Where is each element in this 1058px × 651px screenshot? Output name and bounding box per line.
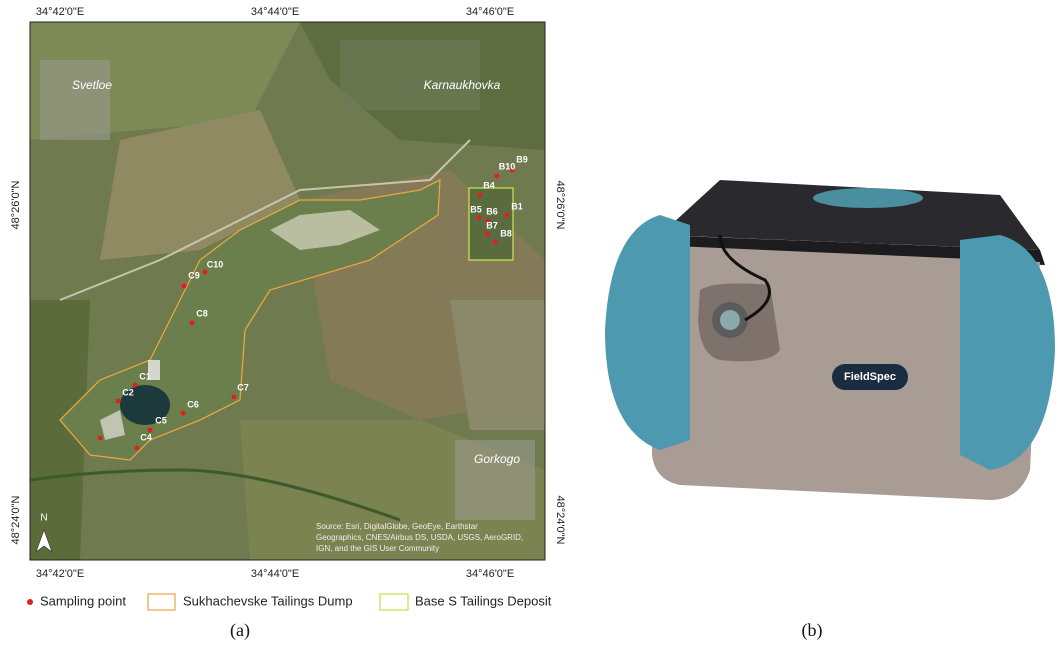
coord-label: 48°24'0"N (554, 496, 566, 545)
legend-marker (147, 593, 176, 611)
sampling-point-label: C10 (207, 259, 224, 269)
coord-label: 34°42'0"E (36, 568, 84, 580)
sampling-point-label: C2 (122, 387, 134, 397)
sampling-point-label: B8 (500, 228, 512, 238)
sampling-point-label: C8 (196, 308, 208, 318)
coord-label: 34°46'0"E (466, 6, 514, 18)
source-text: Source: Esri, DigitalGlobe, GeoEye, Eart… (316, 522, 478, 531)
sampling-point-label: B7 (486, 220, 498, 230)
sampling-point-label: C1 (139, 371, 151, 381)
legend-label: Sampling point (40, 593, 126, 608)
sampling-point-label: C6 (187, 399, 199, 409)
place-name: Svetloe (72, 78, 112, 92)
place-name: Karnaukhovka (424, 78, 501, 92)
sampling-point-label: B9 (516, 154, 528, 164)
sampling-point-label: B6 (486, 206, 498, 216)
device-photo: FieldSpec (605, 180, 1055, 500)
north-arrow (35, 529, 53, 553)
caption: (b) (802, 620, 823, 641)
sampling-point-label: B1 (511, 201, 523, 211)
coord-label: 48°26'0"N (10, 180, 22, 229)
satellite-map (29, 21, 546, 561)
source-text: IGN, and the GIS User Community (316, 544, 439, 553)
source-text: Geographics, CNES/Airbus DS, USDA, USGS,… (316, 533, 523, 542)
sampling-point-label: B10 (499, 161, 516, 171)
legend-label: Sukhachevske Tailings Dump (183, 593, 353, 608)
place-name: Gorkogo (474, 452, 520, 466)
coord-label: 34°46'0"E (466, 568, 514, 580)
legend-label: Base S Tailings Deposit (415, 593, 552, 608)
sampling-point-label: B5 (470, 204, 482, 214)
caption: (a) (230, 620, 250, 641)
coord-label: 34°44'0"E (251, 6, 299, 18)
north-label: N (40, 513, 47, 524)
sampling-markers (97, 167, 515, 451)
coord-label: 48°26'0"N (554, 181, 566, 230)
coord-label: 48°24'0"N (10, 495, 22, 544)
coord-label: 34°44'0"E (251, 568, 299, 580)
sampling-point-label: B4 (483, 180, 495, 190)
sampling-point-label: C9 (188, 270, 200, 280)
sampling-point-label: C7 (237, 382, 249, 392)
coord-label: 34°42'0"E (36, 6, 84, 18)
sampling-point-label: C5 (155, 415, 167, 425)
legend-marker (27, 599, 33, 605)
sampling-point-label: C4 (140, 432, 152, 442)
device-label: FieldSpec (844, 371, 896, 383)
legend-marker (379, 593, 409, 611)
